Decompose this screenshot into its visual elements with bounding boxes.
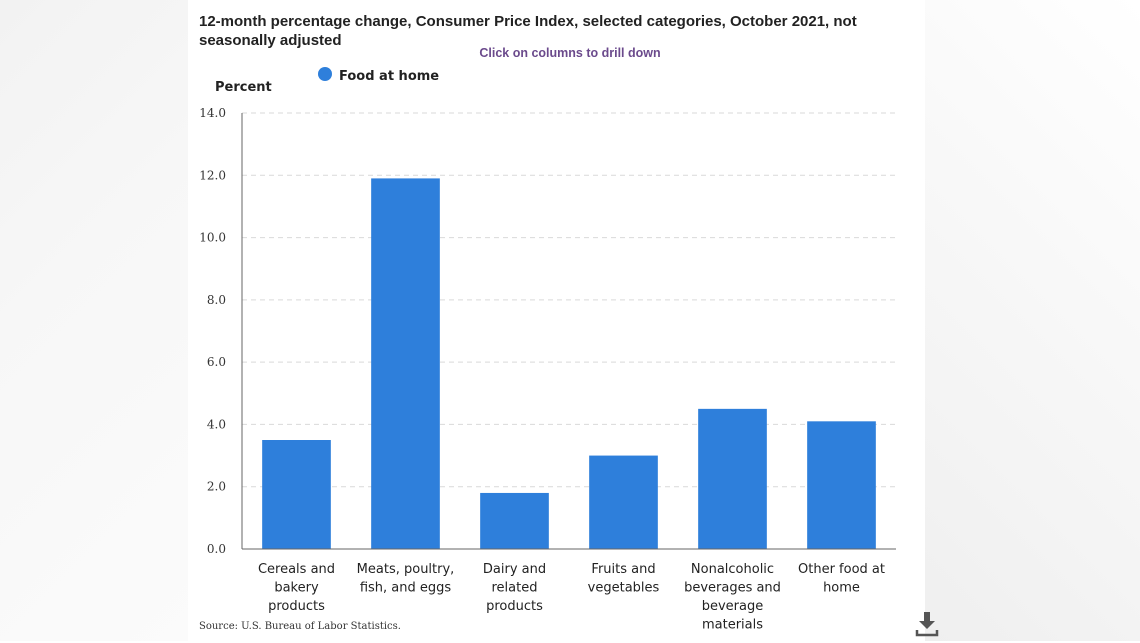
y-tick-label: 4.0 xyxy=(207,417,226,431)
x-category-label-line: Fruits and xyxy=(591,562,655,577)
y-axis-title: Percent xyxy=(215,80,272,95)
grid-lines xyxy=(242,112,896,488)
x-category-label-line: Dairy and xyxy=(483,562,546,577)
drill-down-hint: Click on columns to drill down xyxy=(479,46,661,60)
bar[interactable] xyxy=(698,408,767,549)
bars xyxy=(262,178,876,549)
x-category-label: Meats, poultry, fish, and eggs xyxy=(357,562,455,596)
y-tick-label: 14.0 xyxy=(199,106,226,120)
x-category-label: Fruits and vegetables xyxy=(588,562,660,596)
download-button[interactable] xyxy=(912,608,942,638)
y-tick-label: 0.0 xyxy=(207,542,226,556)
x-category-label-line: beverage xyxy=(702,599,764,614)
source-note: Source: U.S. Bureau of Labor Statistics. xyxy=(199,621,401,632)
x-category-label-line: bakery xyxy=(274,581,319,596)
bar[interactable] xyxy=(589,455,658,549)
x-category-label: Dairy and related products xyxy=(483,562,546,614)
bar[interactable] xyxy=(371,178,440,549)
x-category-label-line: beverages and xyxy=(684,581,781,596)
x-category-label-line: vegetables xyxy=(588,581,660,596)
x-category-label-line: fish, and eggs xyxy=(360,581,452,596)
bar[interactable] xyxy=(807,421,876,549)
legend-label: Food at home xyxy=(339,69,439,84)
y-tick-label: 12.0 xyxy=(199,168,226,182)
x-category-label: Cereals and bakery products xyxy=(258,562,335,614)
axes xyxy=(241,113,896,550)
bar[interactable] xyxy=(480,492,549,549)
bar[interactable] xyxy=(262,440,331,549)
x-category-label-line: Other food at xyxy=(798,562,885,577)
x-category-label-line: Nonalcoholic xyxy=(691,562,774,577)
background-left xyxy=(0,0,188,641)
background-right xyxy=(925,0,1140,641)
x-category-label-line: Meats, poultry, xyxy=(357,562,455,577)
x-category-label-line: products xyxy=(486,599,543,614)
y-tick-label: 8.0 xyxy=(207,293,226,307)
x-category-labels: Cereals and bakery products Meats, poultry,… xyxy=(258,562,885,633)
x-category-label: Other food at home xyxy=(798,562,885,596)
download-icon xyxy=(915,612,939,637)
x-category-label-line: home xyxy=(823,581,860,596)
x-category-label-line: products xyxy=(268,599,325,614)
x-category-label-line: related xyxy=(492,581,538,596)
legend-swatch xyxy=(318,67,332,81)
y-tick-label: 6.0 xyxy=(207,355,226,369)
x-category-label: Nonalcoholic beverages and beverage materia… xyxy=(684,562,781,633)
x-category-label-line: Cereals and xyxy=(258,562,335,577)
y-tick-label: 2.0 xyxy=(207,480,226,494)
legend[interactable]: Food at home xyxy=(318,67,439,84)
y-tick-labels: 0.0 2.0 4.0 6.0 8.0 10.0 12.0 14.0 xyxy=(199,106,226,556)
chart-title: 12-month percentage change, Consumer Pri… xyxy=(199,13,857,49)
x-category-label-line: materials xyxy=(702,618,763,633)
y-tick-label: 10.0 xyxy=(199,231,226,245)
